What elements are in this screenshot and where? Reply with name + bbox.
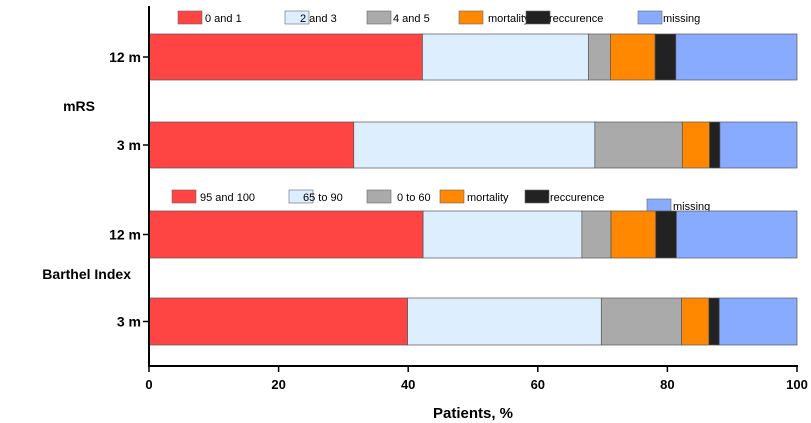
bar-segment-missing xyxy=(676,210,798,259)
legend-swatch-missing xyxy=(646,198,672,213)
legend-swatch-reccurence xyxy=(525,10,551,25)
legend-label: reccurence xyxy=(550,192,604,204)
bar-segment-65-to-90 xyxy=(407,297,602,346)
legend-swatch-missing xyxy=(637,10,663,25)
category-label: 12 m xyxy=(109,227,141,243)
bar-segment-reccurence xyxy=(708,297,720,346)
x-tick-label: 20 xyxy=(271,377,285,392)
legend-swatch-reccurence xyxy=(524,189,550,204)
bar-segment-95-and-100 xyxy=(148,210,424,259)
bar-segment-4-and-5 xyxy=(594,121,683,169)
bar-segment-missing xyxy=(675,33,798,81)
legend-swatch-0-to-60 xyxy=(366,189,392,204)
legend-label: 95 and 100 xyxy=(200,192,255,204)
legend-label: 0 and 1 xyxy=(205,13,242,25)
x-tick-label: 60 xyxy=(531,377,545,392)
bar-segment-reccurence xyxy=(655,210,677,259)
bar-segment-mortality xyxy=(610,33,656,81)
bar-segment-0-and-1 xyxy=(148,33,423,81)
bar-segment-missing xyxy=(718,297,798,346)
x-ticks: 0 20 40 60 80 100 xyxy=(145,366,808,392)
x-tick-label: 80 xyxy=(660,377,674,392)
bar-segment-reccurence xyxy=(654,33,677,81)
group-label: Barthel Index xyxy=(42,266,131,282)
bar-segment-2-and-3 xyxy=(353,121,596,169)
bar-segment-0-to-60 xyxy=(581,210,612,259)
legend-swatch-4-and-5 xyxy=(366,10,392,25)
bar-segment-mortality xyxy=(681,121,710,169)
bar-segment-65-to-90 xyxy=(422,210,583,259)
x-tick-label: 40 xyxy=(401,377,415,392)
legend-label: 2 and 3 xyxy=(300,13,337,25)
legend-label: reccurence xyxy=(549,13,603,25)
legend-label: 65 to 90 xyxy=(303,192,343,204)
legend-swatch-2-and-3 xyxy=(284,10,310,25)
legend-swatch-0-and-1 xyxy=(177,10,203,25)
bar-segment-mortality xyxy=(610,210,657,259)
x-axis-title: Patients, % xyxy=(433,405,513,422)
category-labels: 12 m 3 m 12 m 3 m xyxy=(109,49,149,330)
category-label: 12 m xyxy=(109,49,141,65)
x-tick-label: 0 xyxy=(145,377,152,392)
x-tick-label: 100 xyxy=(786,377,808,392)
legend-label: mortality xyxy=(467,192,509,204)
bar-segment-4-and-5 xyxy=(587,33,611,81)
bar-segment-95-and-100 xyxy=(148,297,408,346)
legend-swatch-mortality xyxy=(439,189,465,204)
legend-swatch-95-and-100 xyxy=(171,189,197,204)
bars xyxy=(148,33,798,346)
bar-segment-0-to-60 xyxy=(600,297,683,346)
legend-label: 4 and 5 xyxy=(393,13,430,25)
bar-segment-reccurence xyxy=(709,121,721,169)
bar-segment-missing xyxy=(719,121,798,169)
legend-swatch-mortality xyxy=(458,10,484,25)
legend-label: 0 to 60 xyxy=(397,192,431,204)
bar-segment-mortality xyxy=(681,297,710,346)
legend-label: missing xyxy=(673,201,710,213)
axes xyxy=(148,6,798,367)
bar-segment-0-and-1 xyxy=(148,121,355,169)
group-label: mRS xyxy=(63,98,95,114)
bar-segment-2-and-3 xyxy=(422,33,589,81)
group-labels: mRS Barthel Index xyxy=(42,98,131,282)
legend-swatch-65-to-90 xyxy=(288,189,314,204)
legends: 0 and 1 2 and 3 4 and 5 mortality reccurence… xyxy=(171,10,710,213)
category-label: 3 m xyxy=(117,137,141,153)
legend-label: mortality xyxy=(488,13,530,25)
category-label: 3 m xyxy=(117,314,141,330)
legend-label: missing xyxy=(663,13,700,25)
